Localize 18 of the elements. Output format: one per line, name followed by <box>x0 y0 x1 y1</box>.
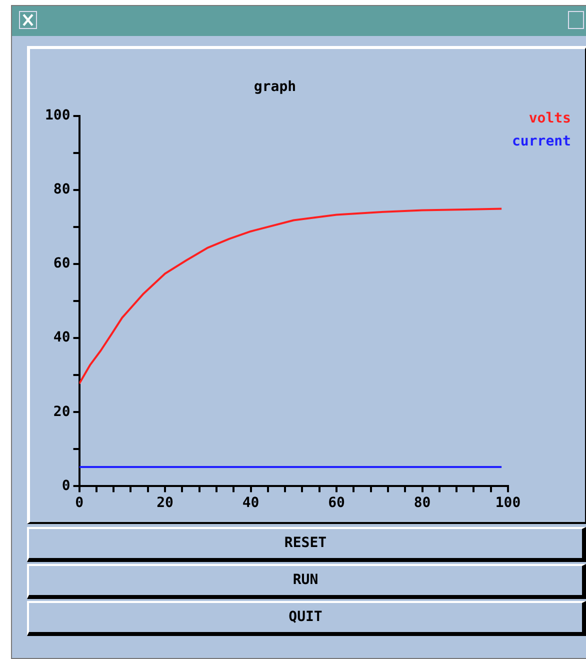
y-tick-label: 60 <box>53 256 70 272</box>
y-tick-label: 0 <box>62 478 70 494</box>
chart-title: graph <box>254 79 296 96</box>
y-tick-label: 20 <box>53 404 70 420</box>
x-tick-label: 20 <box>156 495 174 512</box>
y-tick-label: 80 <box>53 182 70 198</box>
text: RUN <box>27 564 586 599</box>
y-tick-label: 100 <box>44 107 70 124</box>
x-tick-label: 100 <box>495 495 521 512</box>
text: QUIT <box>27 601 586 636</box>
text: current <box>512 133 571 150</box>
x-tick-label: 60 <box>328 495 345 512</box>
text: volts <box>528 110 571 126</box>
x-tick-label: 0 <box>75 495 84 512</box>
y-tick-label: 40 <box>53 330 70 346</box>
x-tick-label: 80 <box>414 495 431 512</box>
x-tick-label: 40 <box>242 495 260 512</box>
text: RESET <box>27 527 586 562</box>
